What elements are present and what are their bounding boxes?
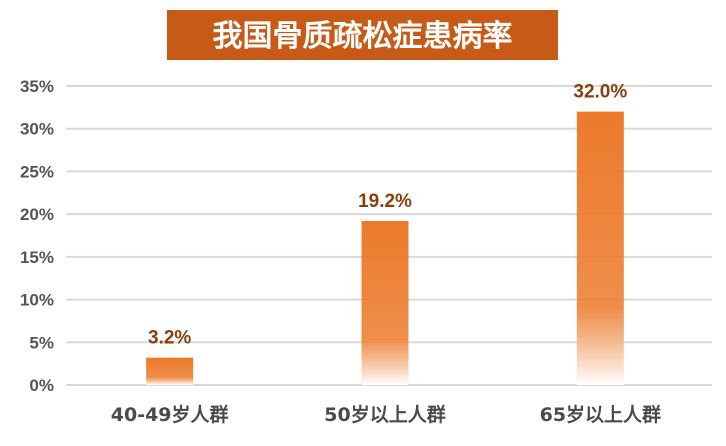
x-category-label: 65岁以上人群 xyxy=(540,403,661,426)
y-tick-label: 10% xyxy=(20,291,54,310)
chart-title-background xyxy=(167,10,558,60)
bar xyxy=(576,111,624,385)
data-label: 32.0% xyxy=(573,82,627,103)
x-category-label: 40-49岁人群 xyxy=(111,403,229,426)
bar xyxy=(361,220,409,385)
data-labels: 3.2% 19.2% 32.0% xyxy=(148,82,627,349)
data-label: 3.2% xyxy=(148,328,191,349)
chart-title: 我国骨质疏松症患病率 xyxy=(213,19,513,54)
bars xyxy=(146,111,624,385)
y-tick-label: 20% xyxy=(20,205,54,224)
y-tick-label: 30% xyxy=(20,120,54,139)
data-label: 19.2% xyxy=(358,191,412,212)
y-tick-label: 0% xyxy=(29,376,54,395)
bar xyxy=(146,357,194,385)
y-tick-label: 15% xyxy=(20,248,54,267)
x-axis-category-labels: 40-49岁人群 50岁以上人群 65岁以上人群 xyxy=(111,403,661,426)
y-tick-label: 5% xyxy=(29,333,54,352)
y-axis-tick-labels: 0% 5% 10% 15% 20% 25% 30% 35% xyxy=(20,77,54,395)
x-category-label: 50岁以上人群 xyxy=(324,403,445,426)
y-tick-label: 35% xyxy=(20,77,54,96)
y-tick-label: 25% xyxy=(20,162,54,181)
